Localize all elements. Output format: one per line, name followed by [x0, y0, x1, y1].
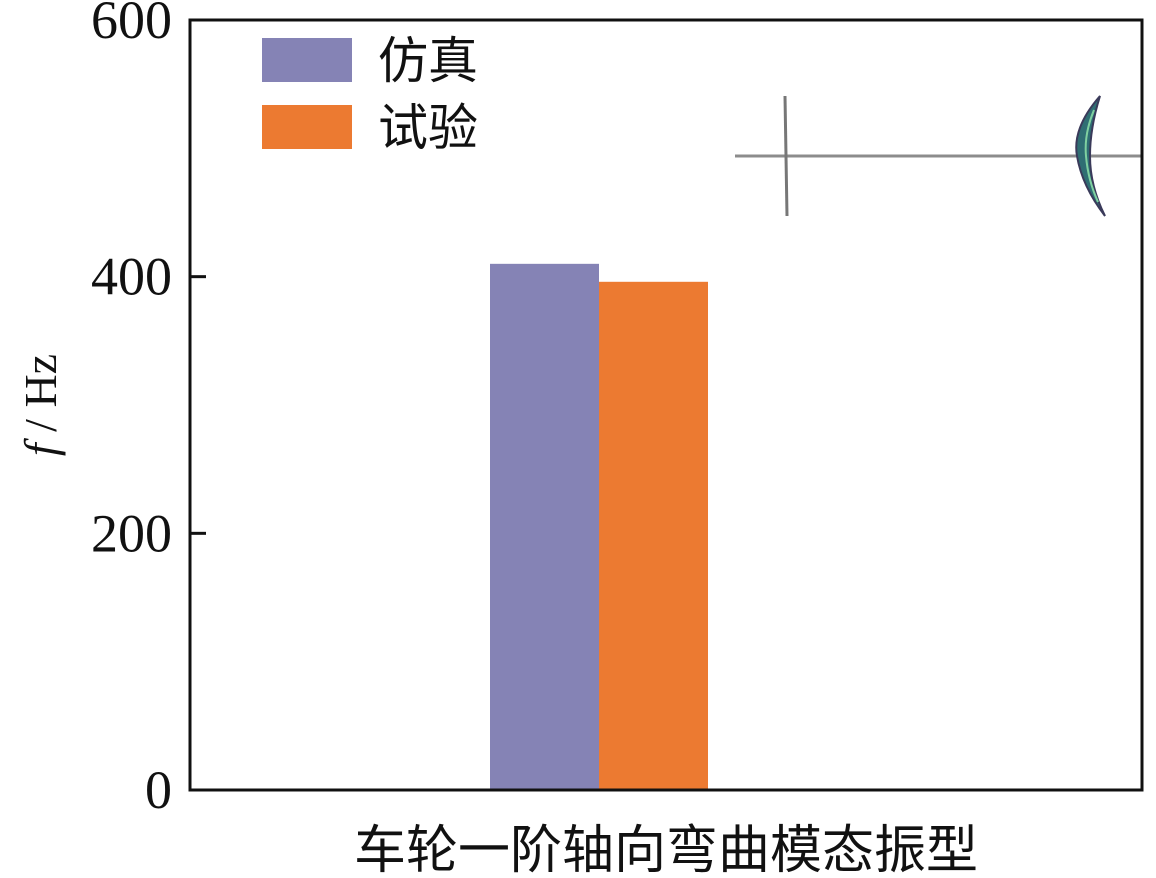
mode-shape-inset [735, 95, 1142, 217]
y-tick-label: 400 [91, 247, 172, 307]
bars-group [490, 263, 708, 790]
y-axis-label: f / Hz [15, 354, 66, 456]
legend-swatch [262, 38, 352, 82]
bar-experiment [599, 281, 708, 790]
inset-deformed-wheel-highlight [1084, 109, 1099, 203]
plot-frame [188, 18, 1144, 792]
x-category-label: 车轮一阶轴向弯曲模态振型 [354, 821, 978, 878]
y-tick-label: 200 [91, 503, 172, 563]
bar-simulation [490, 263, 599, 790]
y-tick-label: 600 [91, 0, 172, 50]
legend-label: 仿真 [378, 32, 478, 90]
y-tick-label: 0 [145, 760, 172, 820]
axes-group [188, 18, 1144, 792]
y-ticks-group: 0 200 400 600 [91, 0, 206, 820]
inset-deformed-wheel [1075, 95, 1106, 217]
legend-swatch [262, 105, 352, 149]
inset-undeformed-wheel [783, 95, 789, 217]
legend-label: 试验 [378, 99, 478, 157]
